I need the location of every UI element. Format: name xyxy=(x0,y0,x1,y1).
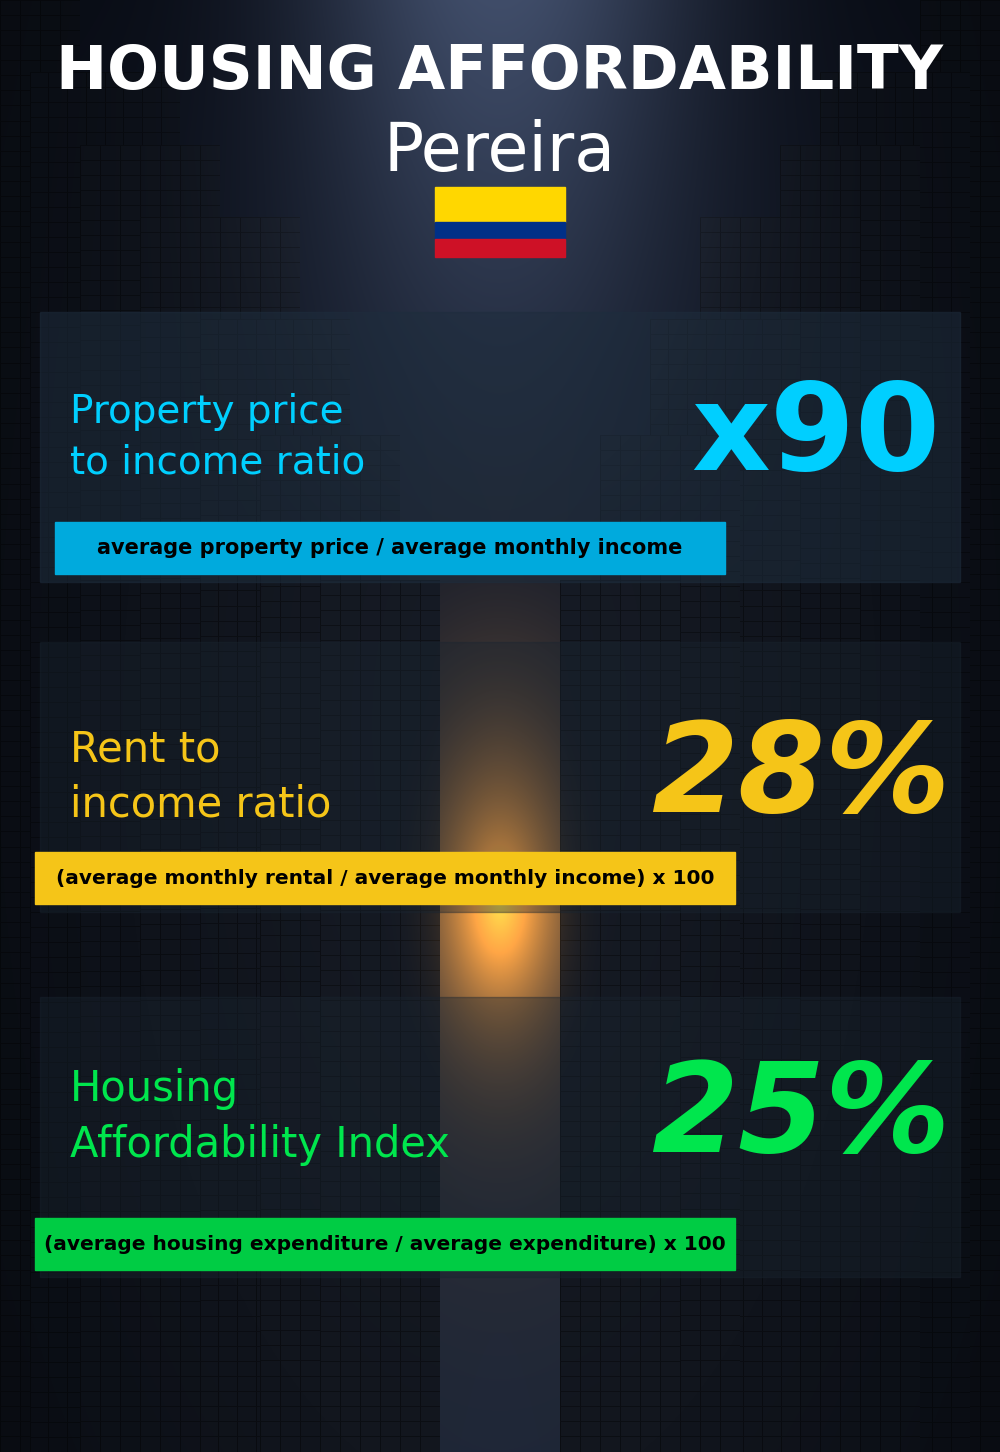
Text: 25%: 25% xyxy=(651,1057,950,1178)
Text: Pereira: Pereira xyxy=(384,119,616,184)
Text: x90: x90 xyxy=(691,379,940,495)
Text: Housing
Affordability Index: Housing Affordability Index xyxy=(70,1069,450,1166)
Bar xyxy=(35,1218,735,1270)
Text: HOUSING AFFORDABILITY: HOUSING AFFORDABILITY xyxy=(56,42,944,102)
Text: (average monthly rental / average monthly income) x 100: (average monthly rental / average monthl… xyxy=(56,868,714,887)
Text: Rent to
income ratio: Rent to income ratio xyxy=(70,729,331,826)
Bar xyxy=(435,222,565,240)
Bar xyxy=(40,998,960,1276)
Text: (average housing expenditure / average expenditure) x 100: (average housing expenditure / average e… xyxy=(44,1234,726,1253)
Bar xyxy=(40,642,960,912)
Bar xyxy=(40,312,960,582)
Text: 28%: 28% xyxy=(651,716,950,838)
Text: average property price / average monthly income: average property price / average monthly… xyxy=(97,539,683,558)
Bar xyxy=(55,523,725,574)
Bar xyxy=(435,240,565,257)
Text: Property price
to income ratio: Property price to income ratio xyxy=(70,393,365,481)
Bar xyxy=(35,852,735,905)
Bar xyxy=(435,187,565,222)
